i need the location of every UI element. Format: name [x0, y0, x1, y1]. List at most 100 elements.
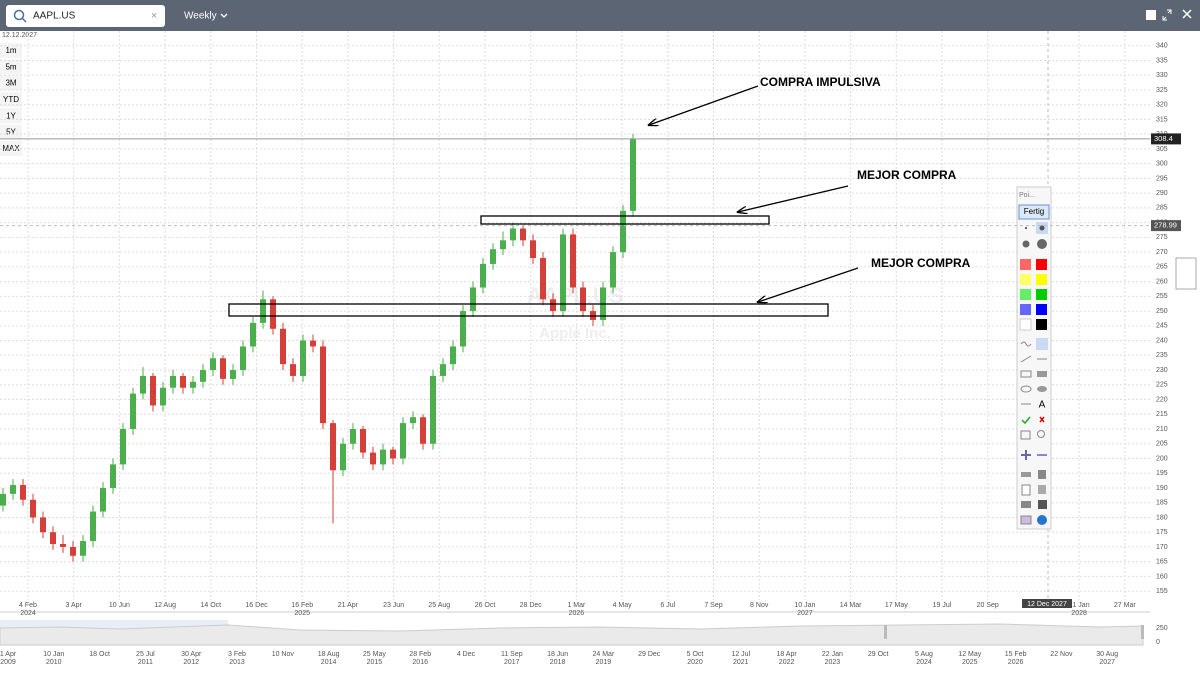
y-tick-label: 250 [1156, 308, 1168, 315]
search-box[interactable] [6, 5, 165, 27]
x-tick-label: 23 Jun [383, 602, 404, 609]
price-box [1151, 220, 1181, 232]
x-tick-label: 17 May [885, 602, 908, 609]
candle-body [190, 381, 196, 388]
y-tick-label: 170 [1156, 544, 1168, 551]
interval[interactable]: Weekly [184, 11, 217, 22]
range-button[interactable] [0, 91, 22, 107]
navigator-label: 2012 [183, 659, 199, 666]
candle-body [70, 546, 76, 556]
y-tick-label: 180 [1156, 514, 1168, 521]
navigator-label: 18 Jun [547, 651, 568, 658]
candle-body [120, 429, 126, 465]
y-tick-label: 275 [1156, 234, 1168, 241]
candle-body [630, 138, 636, 211]
toolbox-title: Poi... [1019, 192, 1035, 199]
x-tick-label: 4 May [613, 602, 633, 609]
navigator-label: 2025 [962, 659, 978, 666]
candle-body [90, 511, 96, 542]
candle-body [460, 311, 466, 347]
candle-body [550, 299, 556, 312]
candle-body [410, 417, 416, 424]
candle-body [250, 322, 256, 347]
y-tick-label: 255 [1156, 293, 1168, 300]
candle-body [290, 364, 296, 376]
navigator-label: 22 Nov [1050, 651, 1073, 658]
navigator-label: 2024 [916, 659, 932, 666]
candle-body [540, 258, 546, 300]
done-button[interactable] [1018, 204, 1050, 220]
close-button[interactable] [1182, 9, 1192, 19]
navigator-label: 2022 [779, 659, 795, 666]
svg-text:A: A [1039, 400, 1046, 411]
x-tick-label: 2025 [294, 610, 310, 617]
fullscreen-button[interactable] [1162, 9, 1172, 21]
x-tick-label: 14 Mar [840, 602, 862, 609]
symbol: AAPL.US [33, 11, 76, 22]
y-tick-label: 200 [1156, 455, 1168, 462]
search-icon [13, 9, 25, 21]
x-tick-label: 2028 [1071, 610, 1087, 617]
y-tick-label: 335 [1156, 57, 1168, 64]
navigator-label: 2026 [1008, 659, 1024, 666]
range-button[interactable] [0, 43, 22, 58]
scroll-handle[interactable] [1175, 257, 1197, 290]
navigator-label: 28 Feb [409, 651, 431, 658]
candle-body [570, 234, 576, 288]
candle-body [10, 485, 16, 494]
cursor-date: 12 Dec 2027 [1027, 601, 1067, 608]
range-button[interactable] [0, 140, 22, 156]
navigator-label: 2019 [596, 659, 612, 666]
x-tick-label: 14 Oct [200, 602, 221, 609]
navigator-label: 18 Aug [318, 651, 340, 658]
navigator-label: 18 Oct [89, 651, 110, 658]
candle-body [510, 228, 516, 241]
x-tick-label: 21 Jan [1069, 602, 1090, 609]
navigator-label: 10 Nov [272, 651, 295, 658]
navigator-label: 24 Mar [593, 651, 615, 658]
x-tick-label: 26 Oct [475, 602, 496, 609]
candle-body [480, 263, 486, 288]
y-tick-label: 265 [1156, 264, 1168, 271]
navigator-label: 30 Apr [181, 651, 202, 658]
candle-body [580, 287, 586, 312]
cursor-date-box [1022, 599, 1072, 608]
x-tick-label: 20 Sep [977, 602, 999, 609]
navigator-handle[interactable] [884, 625, 887, 639]
candle-body [300, 340, 306, 376]
y-tick-label: 320 [1156, 102, 1168, 109]
navigator-label: 2016 [412, 659, 428, 666]
navigator-label: 25 May [363, 651, 386, 658]
price-label: 278.99 [1154, 221, 1177, 230]
candle-body [320, 346, 326, 424]
range-button[interactable] [0, 75, 22, 91]
candle-body [130, 393, 136, 430]
navigator-label: 2021 [733, 659, 749, 666]
top-bar [0, 0, 1200, 31]
zone-box [228, 303, 829, 317]
candle-body [380, 449, 386, 465]
watermark-name: Apple Inc. [539, 325, 611, 342]
candle-body [420, 417, 426, 444]
range-button[interactable] [0, 124, 22, 140]
y-tick-label: 235 [1156, 352, 1168, 359]
candle-body [160, 387, 166, 406]
navigator-handle[interactable] [1141, 625, 1144, 639]
y-tick-label: 245 [1156, 323, 1168, 330]
chevron [220, 13, 228, 18]
clear-button[interactable]: × [151, 10, 157, 22]
candle-body [430, 375, 436, 444]
candle-body [340, 443, 346, 471]
navigator-label: 25 Jul [136, 651, 155, 658]
y-tick-label: 220 [1156, 396, 1168, 403]
image-button[interactable] [1146, 10, 1156, 20]
navigator-label: 5 Oct [687, 651, 704, 658]
range-label: 1Y [6, 111, 16, 120]
candle-body [150, 375, 156, 406]
navigator-label: 29 Dec [638, 651, 661, 658]
range-button[interactable] [0, 59, 22, 75]
candle-body [490, 249, 496, 264]
navigator-label: 18 Apr [776, 651, 797, 658]
